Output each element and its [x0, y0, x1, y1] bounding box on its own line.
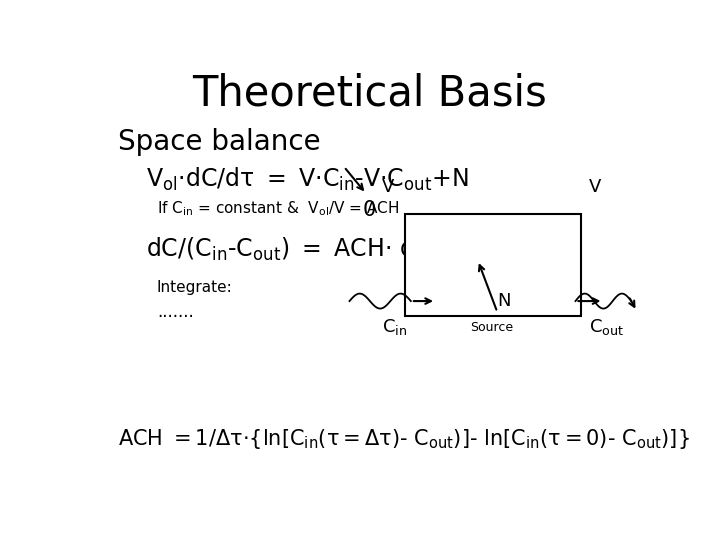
- Text: 0: 0: [362, 200, 376, 220]
- Text: Theoretical Basis: Theoretical Basis: [192, 73, 546, 115]
- Text: $\mathrm{C_{out}}$: $\mathrm{C_{out}}$: [590, 317, 624, 337]
- Text: If $\mathrm{C_{in}}$ = constant &  $\mathrm{V_{ol}}$/V = ACH: If $\mathrm{C_{in}}$ = constant & $\math…: [157, 199, 400, 218]
- Text: V: V: [589, 178, 601, 196]
- Text: Space balance: Space balance: [118, 128, 320, 156]
- Text: Integrate:: Integrate:: [157, 280, 233, 295]
- Text: N: N: [498, 292, 511, 310]
- Text: Source: Source: [470, 321, 513, 334]
- Text: $\mathrm{C_{in}}$: $\mathrm{C_{in}}$: [382, 317, 407, 337]
- Text: V: V: [382, 178, 395, 196]
- Text: $\mathrm{ACH\ =1/\Delta\tau{\cdot}\{ln[C_{in}(\tau{=}\Delta\tau)\text{-}\ C_{out: $\mathrm{ACH\ =1/\Delta\tau{\cdot}\{ln[C…: [118, 427, 690, 451]
- Text: $\mathrm{V_{ol}{\cdot}dC/d\tau\ =\ V{\cdot}C_{in}\text{-}V{\cdot}C_{out}\text{+}: $\mathrm{V_{ol}{\cdot}dC/d\tau\ =\ V{\cd…: [145, 166, 468, 193]
- Text: .......: .......: [157, 303, 194, 321]
- Bar: [405, 214, 581, 316]
- Text: $\mathrm{dC/(C_{in}\text{-}C_{out})\ =\ ACH{\cdot}\ d\tau}$: $\mathrm{dC/(C_{in}\text{-}C_{out})\ =\ …: [145, 236, 429, 264]
